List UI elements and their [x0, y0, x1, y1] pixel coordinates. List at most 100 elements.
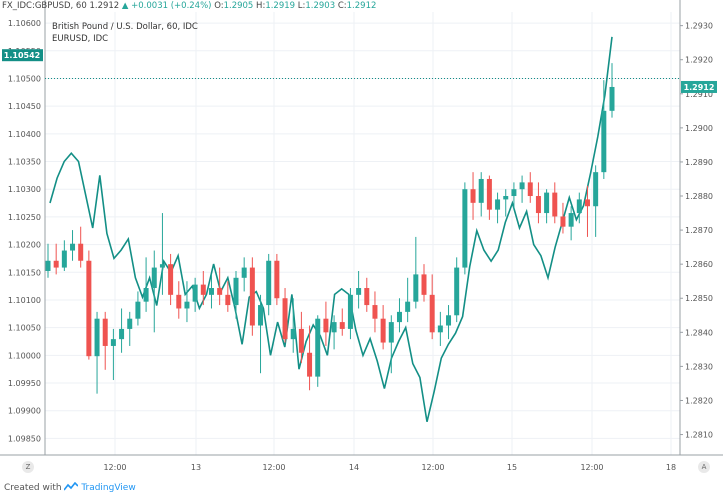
candle: [159, 213, 165, 295]
up-arrow-icon: ▲: [121, 1, 129, 11]
candle-body: [601, 110, 607, 173]
high-value: 1.2919: [265, 1, 296, 11]
candle-body: [176, 294, 182, 309]
candle-body: [347, 294, 353, 329]
candle-body: [527, 182, 533, 197]
low-value: 1.2903: [305, 1, 336, 11]
candle: [241, 257, 247, 292]
created-with-text: Created with: [4, 483, 62, 493]
left-tick-label: 1.10500: [8, 74, 41, 83]
candle: [535, 182, 541, 224]
candle: [78, 226, 84, 268]
change-value: +0.0031 (+0.24%): [131, 1, 212, 11]
time-tick-label: 12:00: [262, 463, 285, 472]
candle-body: [560, 216, 566, 227]
tradingview-logo-icon: [64, 482, 79, 491]
candle-body: [462, 189, 468, 268]
candle: [258, 294, 264, 374]
candle-body: [429, 294, 435, 333]
axis-lines: [0, 0, 723, 456]
left-tick-label: 1.10400: [8, 130, 41, 139]
left-tick-label: 1.09850: [8, 434, 41, 443]
candle: [454, 257, 460, 323]
candle: [217, 267, 223, 306]
left-tick-label: 1.10050: [8, 324, 41, 333]
right-axis-ticks: 1.2930 1.2920 1.2910 1.2900 1.2890 1.2880 1.28…: [680, 22, 713, 440]
candle-body: [495, 199, 501, 210]
candle-body: [331, 322, 337, 333]
candle-body: [535, 196, 541, 214]
candle-body: [323, 318, 329, 333]
candle: [576, 192, 582, 224]
candle-body: [249, 267, 255, 326]
candle: [601, 80, 607, 179]
candle-body: [421, 274, 427, 295]
candle-body: [192, 284, 198, 302]
open-label: O:: [214, 1, 224, 11]
right-tick-label: 1.2840: [685, 328, 713, 337]
candle: [184, 281, 190, 323]
candle: [200, 270, 206, 306]
candle: [127, 311, 133, 346]
candle-body: [53, 260, 59, 268]
left-tick-label: 1.10250: [8, 213, 41, 222]
candle-body: [470, 189, 476, 203]
time-tick-label: 14: [349, 463, 359, 472]
candle: [372, 291, 378, 333]
candle: [560, 202, 566, 234]
candle-body: [519, 182, 525, 190]
candle-body: [576, 199, 582, 214]
open-value: 1.2905: [223, 1, 254, 11]
main-series-title[interactable]: British Pound / U.S. Dollar, 60, IDC: [52, 22, 198, 32]
right-tick-label: 1.2820: [685, 396, 713, 405]
left-tick-label: 1.10450: [8, 102, 41, 111]
right-tick-label: 1.2830: [685, 362, 713, 371]
candle-body: [135, 301, 141, 319]
left-current-label: 1.10542: [4, 51, 40, 60]
candle: [102, 311, 108, 370]
candle-body: [102, 318, 108, 346]
candle-body: [413, 274, 419, 302]
overlay-series-title[interactable]: EURUSD, IDC: [52, 34, 109, 44]
candle: [143, 257, 149, 312]
candle-body: [478, 178, 484, 203]
candle: [61, 240, 67, 271]
right-tick-label: 1.2880: [685, 192, 713, 201]
last-value: 1.2912: [89, 1, 120, 11]
candle-body: [446, 315, 452, 326]
time-tick-label: 13: [191, 463, 201, 472]
symbol-label[interactable]: FX_IDC:GBPUSD, 60: [2, 1, 87, 11]
left-tick-label: 1.10300: [8, 185, 41, 194]
candle-body: [437, 325, 443, 333]
time-tick-label: 18: [666, 463, 676, 472]
candle-body: [593, 172, 599, 207]
candle-body: [208, 288, 214, 295]
candle-body: [609, 86, 615, 111]
tradingview-brand[interactable]: TradingView: [81, 483, 136, 493]
grid-lines: [45, 12, 680, 455]
candle-body: [168, 264, 174, 295]
candle-body: [282, 298, 288, 340]
candle: [45, 243, 51, 278]
candle: [298, 311, 304, 363]
candle: [208, 274, 214, 309]
candle: [176, 281, 182, 319]
time-tick-label: 12:00: [421, 463, 444, 472]
candle: [429, 274, 435, 340]
candle: [396, 298, 402, 333]
candle: [511, 182, 517, 210]
candle-body: [45, 260, 51, 271]
candle: [462, 182, 468, 275]
candle: [119, 308, 125, 353]
candle-body: [307, 352, 313, 377]
candle-body: [258, 305, 264, 326]
candle-body: [86, 260, 92, 357]
candle: [339, 308, 345, 336]
auto-scale-button[interactable]: A: [698, 461, 710, 473]
right-tick-label: 1.2870: [685, 226, 713, 235]
left-scale-button[interactable]: Z: [22, 461, 34, 473]
candle: [70, 230, 76, 261]
candle: [495, 192, 501, 224]
candle: [110, 328, 116, 381]
